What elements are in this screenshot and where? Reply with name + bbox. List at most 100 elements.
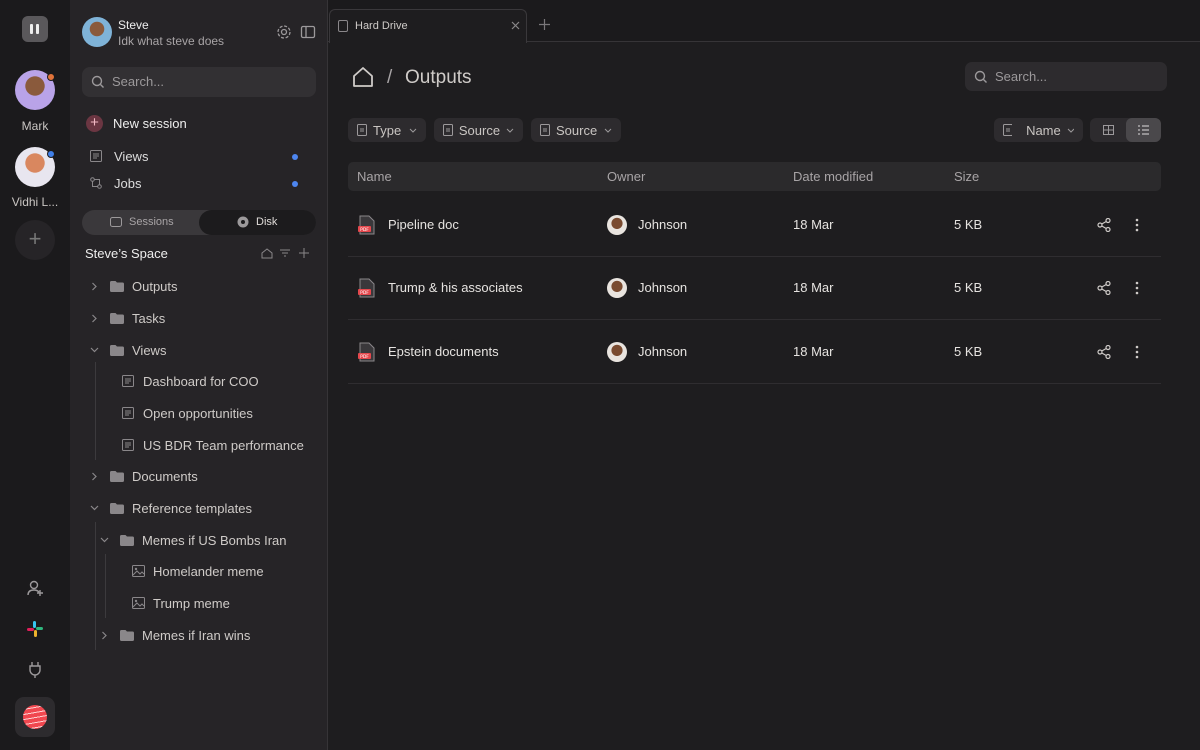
tree-item[interactable]: Dashboard for COO: [122, 367, 298, 395]
tree-label: Open opportunities: [143, 405, 253, 421]
share-button[interactable]: [1097, 344, 1111, 359]
avatar[interactable]: [82, 17, 112, 47]
table-row[interactable]: [348, 257, 1161, 321]
view-toggle: [1090, 118, 1161, 142]
tree-item[interactable]: US BDR Team performance: [122, 431, 304, 459]
nav-item[interactable]: Jobs: [90, 169, 141, 197]
tree-label: Reference templates: [132, 500, 252, 516]
table-row[interactable]: [348, 194, 1161, 257]
slack-icon[interactable]: [26, 620, 44, 638]
share-button[interactable]: [1097, 281, 1111, 296]
column-header[interactable]: Size: [954, 169, 980, 184]
sort-label: Name: [1026, 122, 1061, 138]
filter-label: Type: [373, 122, 402, 138]
cell: Pipeline doc: [388, 217, 459, 232]
tree-item[interactable]: Views: [90, 336, 298, 364]
filter-button[interactable]: Source: [434, 118, 523, 142]
tree-item[interactable]: Homelander meme: [132, 557, 298, 585]
cell: 18 Mar: [793, 217, 834, 232]
logo[interactable]: [22, 16, 48, 42]
tree-label: Dashboard for COO: [143, 373, 259, 389]
cell: Trump & his associates: [388, 280, 523, 296]
svg-text:PDF: PDF: [360, 290, 369, 296]
tree-label: Trump meme: [153, 595, 230, 611]
new-tab[interactable]: [539, 19, 550, 30]
filter-label: Source: [458, 122, 501, 138]
more-button[interactable]: [1135, 218, 1139, 232]
filter-button[interactable]: Source: [531, 118, 621, 142]
tree-label: Tasks: [132, 310, 166, 326]
tree-label: Homelander meme: [153, 563, 264, 579]
search-placeholder: Search...: [995, 69, 1048, 84]
tab-switch: Sessions Disk: [82, 210, 316, 235]
cell: Johnson: [638, 217, 688, 232]
sort-button[interactable]: Name: [994, 118, 1083, 142]
user-name: Mark: [21, 119, 49, 133]
pdf-icon: PDF: [358, 342, 375, 362]
filter-button[interactable]: Type: [348, 118, 426, 142]
table-header: [348, 162, 1161, 191]
user-name: Vidhi L...: [11, 195, 59, 209]
pdf-icon: PDF: [358, 215, 375, 235]
pdf-icon: PDF: [358, 278, 375, 298]
tree-item[interactable]: Reference templates: [90, 494, 298, 522]
tree-item[interactable]: Memes if US Bombs Iran: [100, 526, 298, 554]
app-logo[interactable]: [15, 697, 55, 737]
tab[interactable]: Hard Drive: [329, 9, 527, 43]
nav-item[interactable]: Views: [90, 142, 148, 170]
tree-label: Views: [132, 342, 167, 358]
switch-label: Sessions: [129, 216, 174, 228]
invite-icon[interactable]: [26, 579, 44, 597]
tree-item[interactable]: Outputs: [90, 272, 298, 300]
column-header[interactable]: Date modified: [793, 169, 874, 184]
search-box[interactable]: Search...: [82, 67, 316, 97]
settings-icon[interactable]: [276, 24, 292, 40]
cell: 18 Mar: [793, 280, 834, 296]
add-user[interactable]: +: [15, 220, 55, 260]
more-button[interactable]: [1135, 281, 1139, 295]
space-actions[interactable]: [260, 247, 310, 259]
search-box[interactable]: Search...: [965, 62, 1167, 91]
home-icon[interactable]: [352, 66, 374, 88]
new-session[interactable]: + New session: [86, 109, 187, 137]
cell: Johnson: [638, 343, 688, 359]
column-header[interactable]: Owner: [607, 169, 646, 184]
user-subtitle: Idk what steve does: [118, 34, 225, 48]
tree-item[interactable]: Documents: [90, 462, 298, 490]
table-row[interactable]: [348, 321, 1161, 384]
panel-icon[interactable]: [300, 24, 316, 40]
status-dot: [47, 73, 55, 81]
cell: Epstein documents: [388, 343, 499, 359]
switch-tab[interactable]: Disk: [237, 208, 277, 236]
owner-avatar: [607, 278, 627, 299]
more-button[interactable]: [1135, 345, 1139, 359]
plugin-icon[interactable]: [26, 660, 44, 678]
tab-title: Hard Drive: [355, 20, 408, 32]
tree-label: Memes if Iran wins: [142, 627, 251, 643]
share-button[interactable]: [1097, 218, 1111, 232]
tree-item[interactable]: Open opportunities: [122, 399, 298, 427]
breadcrumb: Outputs: [405, 67, 472, 88]
status-dot: [47, 150, 55, 158]
unread-dot: [292, 154, 298, 160]
tree-label: Outputs: [132, 278, 178, 294]
new-session-label: New session: [113, 115, 187, 131]
space-title: Steve’s Space: [85, 246, 168, 261]
owner-avatar: [607, 215, 627, 235]
switch-tab[interactable]: Sessions: [110, 208, 174, 236]
tree-item[interactable]: Trump meme: [132, 589, 298, 617]
cell: 5 KB: [954, 343, 983, 359]
column-header[interactable]: Name: [357, 169, 392, 184]
list-view[interactable]: [1126, 118, 1161, 142]
nav-label: Jobs: [114, 175, 142, 191]
tree-label: Documents: [132, 468, 198, 484]
unread-dot: [292, 181, 298, 187]
close-tab[interactable]: [511, 21, 520, 30]
tree-item[interactable]: Tasks: [90, 304, 298, 332]
cell: 5 KB: [954, 217, 983, 232]
breadcrumb-sep: /: [387, 67, 393, 88]
rail: Mark Vidhi L... +: [0, 0, 70, 750]
tree-item[interactable]: Memes if Iran wins: [100, 621, 298, 649]
grid-view[interactable]: [1103, 125, 1114, 135]
